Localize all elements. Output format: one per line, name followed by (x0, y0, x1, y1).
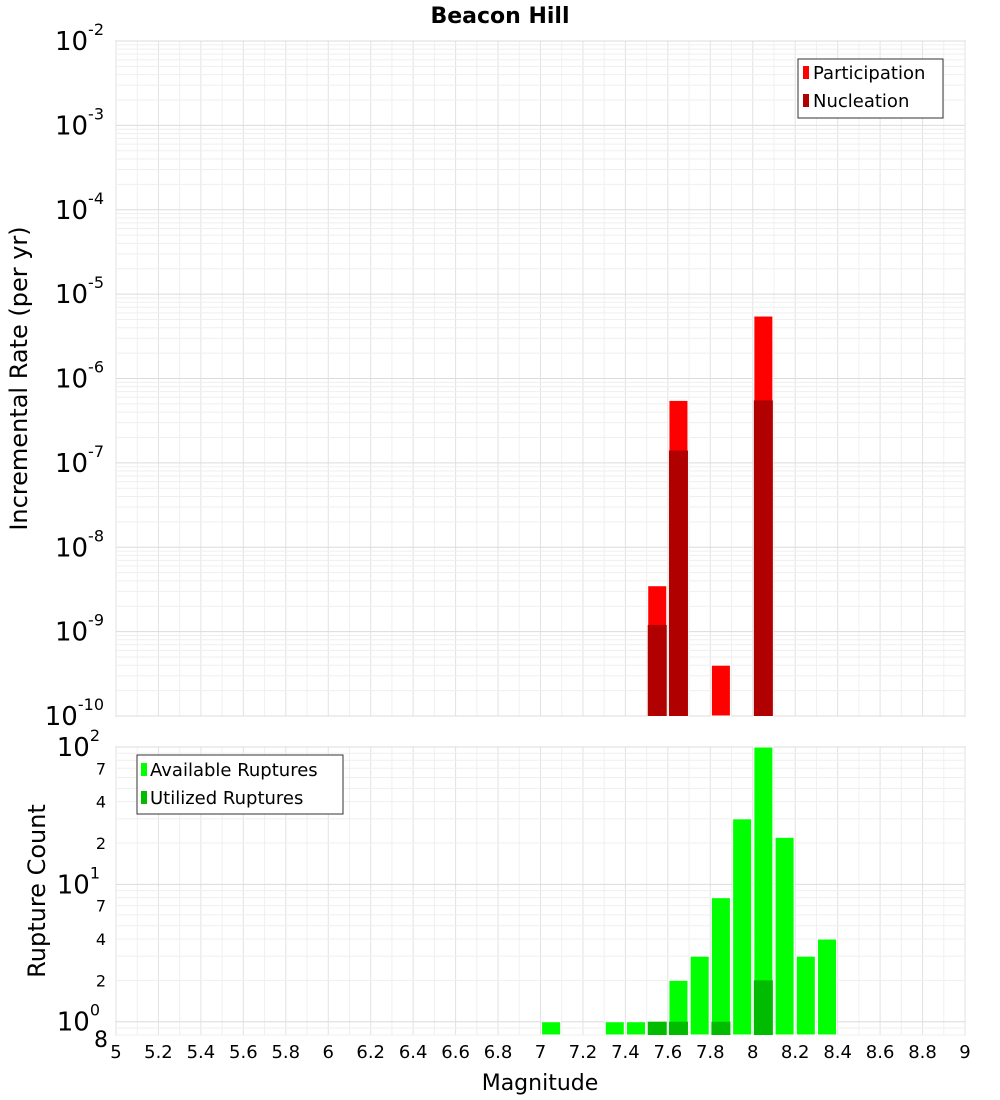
x-tick-label: 6.2 (356, 1042, 385, 1063)
x-tick-label: 6.4 (399, 1042, 428, 1063)
legend-swatch-participation (803, 66, 809, 79)
rate-y-tick-label: 10-9 (55, 611, 104, 648)
count-bar-primary (710, 897, 731, 1036)
count-bar-primary (541, 1021, 562, 1036)
rate-grid (115, 40, 966, 717)
x-tick-label: 6.8 (484, 1042, 513, 1063)
rate-bars (647, 315, 774, 717)
x-tick-label: 8 (747, 1042, 758, 1063)
count-y-axis-label: Rupture Count (23, 804, 51, 978)
rate-y-tick-label: 10-3 (55, 104, 104, 141)
rate-y-tick-label: 10-4 (55, 189, 104, 226)
count-y-minor-tick-label: 2 (96, 971, 106, 990)
legend-label-participation: Participation (813, 63, 925, 84)
rate-legend: Participation Nucleation (797, 58, 944, 119)
x-tick-label: 9 (959, 1042, 970, 1063)
legend-swatch-utilized (141, 791, 147, 804)
rate-legend-box (797, 58, 944, 119)
rate-y-axis-label: Incremental Rate (per yr) (5, 226, 33, 530)
legend-label-utilized: Utilized Ruptures (150, 788, 303, 809)
x-tick-label: 7.8 (696, 1042, 725, 1063)
x-tick-label: 6 (323, 1042, 334, 1063)
rate-bar-primary (710, 664, 731, 717)
x-tick-label: 7.4 (611, 1042, 640, 1063)
rate-y-tick-label: 10-6 (55, 358, 104, 395)
count-y-minor-tick-label: 4 (96, 793, 106, 812)
count-y-tick-label: 101 (57, 863, 100, 900)
count-y-minor-tick-label: 7 (96, 759, 106, 778)
x-tick-label: 5.2 (144, 1042, 173, 1063)
x-tick-label: 8.2 (781, 1042, 810, 1063)
x-tick-label: 8.4 (823, 1042, 852, 1063)
rate-bar-secondary (668, 450, 688, 716)
legend-swatch-available (141, 763, 147, 776)
count-y-minor-tick-label: 7 (96, 897, 106, 916)
count-bar-primary (817, 938, 838, 1036)
count-bars (541, 746, 838, 1036)
count-y-minor-tick-label: 4 (96, 930, 106, 949)
rate-panel: 10-10 10-9 10-8 10-7 10-6 10-5 10-4 10-3 10-2 In… (5, 20, 966, 732)
count-panel: 100 101 102 8 2 4 7 2 4 7 Rupture Count Available… (23, 726, 966, 1053)
rate-y-tick-label: 10-5 (55, 273, 104, 310)
rate-y-tick-label: 10-2 (55, 20, 104, 57)
rate-y-tick-label: 10-10 (45, 695, 104, 732)
count-bar-secondary (647, 1021, 667, 1035)
x-tick-label: 7.6 (654, 1042, 683, 1063)
rate-bar-secondary (753, 400, 773, 716)
x-tick-label: 5.8 (271, 1042, 300, 1063)
count-bar-secondary (711, 1021, 731, 1035)
count-y-ticks: 100 101 102 8 2 4 7 2 4 7 (57, 726, 108, 1053)
x-tick-label: 6.6 (441, 1042, 470, 1063)
x-tick-label: 8.8 (908, 1042, 937, 1063)
count-bar-primary (774, 836, 795, 1036)
rate-y-ticks: 10-10 10-9 10-8 10-7 10-6 10-5 10-4 10-3 10-2 (45, 20, 104, 732)
count-bar-secondary (668, 1021, 688, 1035)
x-tick-label: 5.4 (187, 1042, 216, 1063)
rate-bar-secondary (647, 624, 667, 716)
count-bar-primary (604, 1021, 625, 1036)
count-bar-secondary (753, 980, 773, 1035)
count-legend-box (136, 754, 344, 815)
rate-y-tick-label: 10-8 (55, 526, 104, 563)
x-tick-label: 7 (535, 1042, 546, 1063)
legend-label-nucleation: Nucleation (813, 91, 909, 112)
count-y-tick-label: 100 (57, 1001, 100, 1038)
chart-title: Beacon Hill (430, 4, 569, 29)
x-tick-label: 5 (110, 1042, 121, 1063)
count-bar-primary (795, 955, 816, 1036)
x-axis-label: Magnitude (482, 1071, 599, 1096)
legend-swatch-nucleation (803, 94, 809, 107)
count-y-tick-label: 102 (57, 726, 100, 763)
count-bar-primary (732, 818, 753, 1036)
legend-label-available: Available Ruptures (150, 760, 318, 781)
x-tick-label: 5.6 (229, 1042, 258, 1063)
count-bar-primary (689, 955, 710, 1036)
count-y-minor-tick-label: 8 (94, 1028, 108, 1053)
count-bar-primary (626, 1021, 647, 1036)
count-y-minor-tick-label: 2 (96, 834, 106, 853)
x-axis-ticks: 5 5.2 5.4 5.6 5.8 6 6.2 6.4 6.6 6.8 7 7.2 7.4 7.6 7.8 8… (110, 1042, 970, 1063)
x-tick-label: 8.6 (866, 1042, 895, 1063)
x-tick-label: 7.2 (569, 1042, 598, 1063)
count-legend: Available Ruptures Utilized Ruptures (136, 754, 344, 815)
rate-y-tick-label: 10-7 (55, 442, 104, 479)
